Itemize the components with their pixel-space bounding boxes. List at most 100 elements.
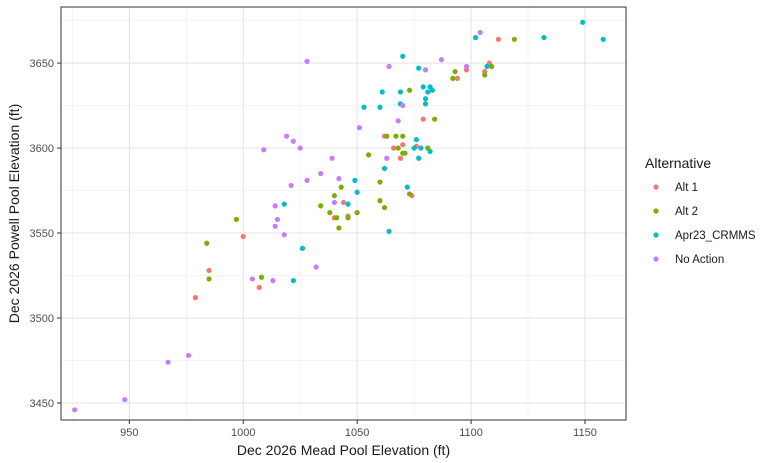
data-point [395, 145, 401, 151]
data-point [541, 34, 547, 41]
data-point [473, 34, 479, 41]
data-point [422, 67, 429, 73]
data-point [297, 145, 303, 151]
data-point [402, 150, 408, 156]
data-point [304, 58, 310, 64]
x-axis-title: Dec 2026 Mead Pool Elevation (ft) [237, 442, 450, 458]
data-point [384, 155, 390, 161]
data-point [345, 201, 351, 207]
data-point [452, 68, 458, 75]
data-point [450, 75, 456, 81]
data-point [361, 104, 367, 110]
data-point [397, 89, 404, 95]
data-point [331, 199, 337, 206]
data-point [463, 63, 470, 70]
data-points [72, 19, 606, 413]
data-point [354, 189, 360, 195]
y-axis-ticks: 3450 3500 3550 3600 3650 [30, 58, 61, 410]
data-point [420, 116, 426, 122]
data-point [165, 359, 171, 365]
data-point [406, 191, 413, 197]
legend-key [653, 232, 659, 238]
data-point [477, 29, 483, 36]
data-point [438, 57, 445, 63]
data-point [416, 155, 422, 161]
data-point [283, 133, 290, 139]
y-tick-label: 3500 [30, 313, 54, 325]
data-point [290, 138, 296, 144]
data-point [432, 116, 438, 122]
y-tick-label: 3600 [30, 143, 54, 155]
data-point [511, 36, 517, 42]
y-tick-label: 3450 [30, 398, 54, 410]
data-point [338, 184, 344, 190]
data-point [72, 407, 78, 413]
data-point [377, 198, 383, 204]
legend: Alternative Alt 1 Alt 2 Apr23_CRMMS No Acti… [645, 155, 756, 266]
plot-background [61, 7, 626, 420]
legend-key [653, 208, 659, 214]
data-point [256, 284, 262, 291]
data-point [580, 19, 586, 25]
data-point [354, 210, 360, 216]
data-point [495, 36, 502, 42]
data-point [206, 276, 212, 282]
data-point [384, 133, 390, 139]
data-point [258, 274, 265, 280]
data-point [299, 245, 306, 251]
data-point [206, 267, 212, 274]
x-tick-label: 1000 [231, 427, 255, 439]
data-point [395, 118, 401, 124]
data-point [334, 215, 340, 221]
data-point [422, 96, 429, 102]
data-point [484, 63, 490, 70]
data-point [406, 87, 413, 93]
data-point [379, 89, 385, 95]
legend-key [653, 184, 659, 190]
data-point [413, 136, 420, 143]
data-point [204, 240, 210, 246]
legend-label: No Action [675, 254, 724, 266]
data-point [352, 177, 358, 183]
data-point [404, 184, 410, 190]
data-point [122, 397, 128, 403]
data-point [261, 147, 267, 153]
data-point [391, 145, 397, 151]
legend-key [653, 256, 659, 262]
data-point [365, 152, 372, 158]
legend-label: Alt 2 [675, 206, 698, 218]
data-point [482, 72, 488, 78]
data-point [411, 145, 417, 151]
data-point [454, 75, 461, 81]
data-point [240, 233, 246, 240]
data-point [313, 264, 319, 270]
legend-label: Apr23_CRMMS [675, 230, 756, 242]
data-point [425, 89, 431, 95]
y-axis-title: Dec 2026 Powell Pool Elevation (ft) [6, 104, 22, 323]
data-point [281, 201, 287, 207]
data-point [386, 228, 392, 234]
data-point [274, 216, 281, 223]
data-point [400, 102, 406, 109]
plot-panel [61, 7, 626, 420]
data-point [281, 232, 287, 238]
y-tick-label: 3650 [30, 58, 54, 70]
x-tick-label: 950 [120, 427, 138, 439]
x-tick-label: 1150 [573, 427, 597, 439]
data-point [400, 133, 406, 139]
data-point [272, 203, 278, 209]
data-point [318, 170, 324, 177]
data-point [400, 53, 406, 59]
data-point [331, 193, 337, 199]
data-point [233, 216, 240, 223]
legend-title: Alternative [645, 155, 711, 171]
data-point [336, 225, 342, 231]
data-point [377, 104, 383, 110]
data-point [422, 101, 429, 107]
data-point [400, 142, 406, 148]
data-point [290, 278, 296, 284]
data-point [272, 223, 278, 229]
data-point [249, 276, 255, 282]
data-point [356, 125, 363, 131]
